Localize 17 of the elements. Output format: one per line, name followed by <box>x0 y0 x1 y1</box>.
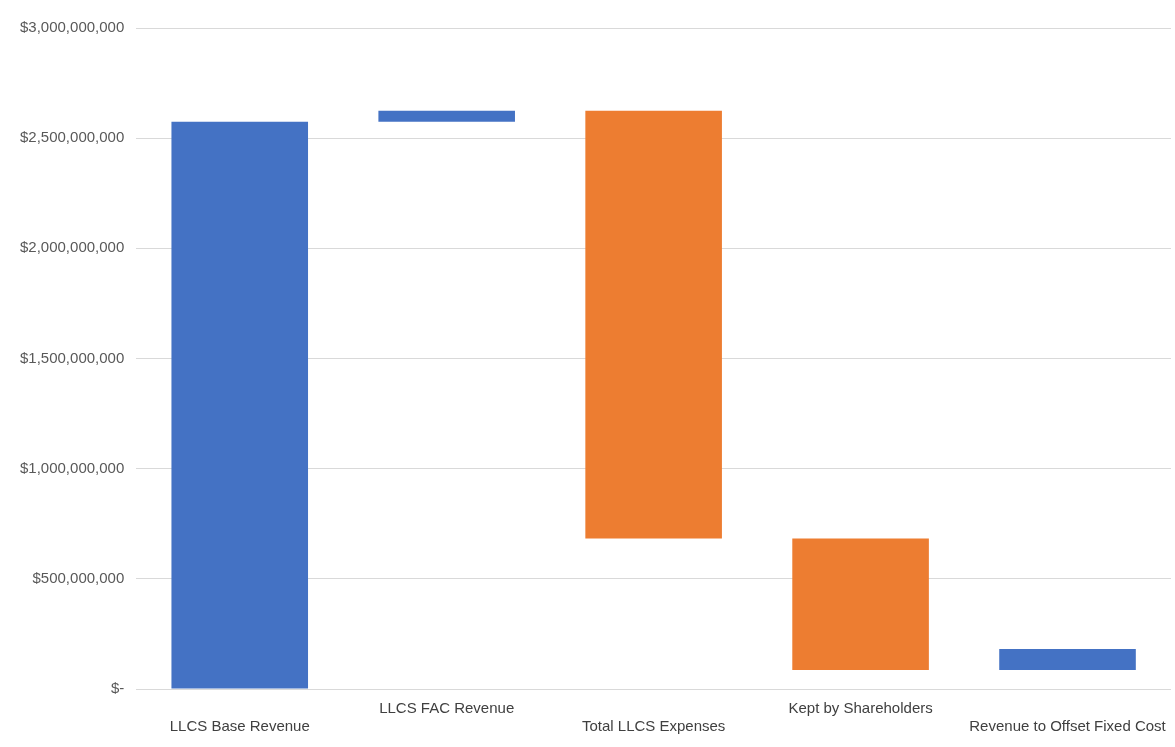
y-tick-label: $2,500,000,000 <box>19 128 125 146</box>
bar <box>585 110 722 539</box>
x-tick-label: Revenue to Offset Fixed Cost <box>969 717 1167 735</box>
y-tick-label: $2,000,000,000 <box>19 238 125 256</box>
x-tick-label: Total LLCS Expenses <box>581 717 726 735</box>
bar <box>792 538 929 671</box>
y-tick-label: $- <box>110 679 125 697</box>
x-tick-label: LLCS Base Revenue <box>169 717 310 735</box>
y-tick-label: $500,000,000 <box>32 568 125 586</box>
x-tick-label: LLCS FAC Revenue <box>379 699 515 717</box>
x-tick-label: Kept by Shareholders <box>788 699 933 717</box>
bar <box>999 649 1136 671</box>
y-tick-label: $1,000,000,000 <box>19 458 125 476</box>
bar <box>171 121 309 689</box>
bar <box>378 110 515 122</box>
y-tick-label: $3,000,000,000 <box>19 18 125 36</box>
y-tick-label: $1,500,000,000 <box>19 348 125 366</box>
